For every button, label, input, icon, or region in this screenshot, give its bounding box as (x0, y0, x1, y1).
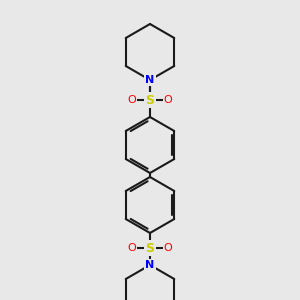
Text: S: S (146, 242, 154, 254)
Text: O: O (128, 243, 136, 253)
Text: N: N (146, 260, 154, 270)
Text: S: S (146, 94, 154, 106)
Text: N: N (146, 75, 154, 85)
Text: O: O (128, 95, 136, 105)
Text: O: O (164, 95, 172, 105)
Text: O: O (164, 243, 172, 253)
